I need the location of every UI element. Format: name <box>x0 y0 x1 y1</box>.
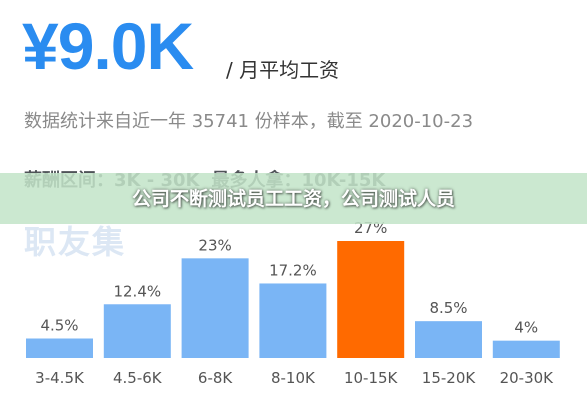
x-tick-label: 3-4.5K <box>35 369 85 387</box>
bar-value-label: 4.5% <box>40 317 78 335</box>
bar-value-label: 17.2% <box>269 261 317 279</box>
bar-8-10K <box>259 283 327 358</box>
x-tick-label: 4.5-6K <box>113 369 163 387</box>
sample-note: 数据统计来自近一年 35741 份样本，截至 2020-10-23 <box>24 111 474 132</box>
section-label: 职友集 <box>24 223 127 261</box>
bar-6-8K <box>181 258 249 358</box>
x-tick-label: 10-15K <box>344 369 399 387</box>
bar-value-label: 12.4% <box>113 282 161 300</box>
bar-20-30K <box>492 340 560 358</box>
bar-10-15K <box>337 241 405 358</box>
bar-value-label: 4% <box>514 319 538 337</box>
x-tick-label: 6-8K <box>198 369 233 387</box>
average-salary: ¥9.0K <box>22 9 194 83</box>
bar-value-label: 23% <box>198 236 231 254</box>
x-tick-label: 8-10K <box>271 369 316 387</box>
x-tick-label: 15-20K <box>422 369 477 387</box>
bar-4.5-6K <box>103 304 171 358</box>
bar-value-label: 8.5% <box>429 299 467 317</box>
overlay-banner-text: 公司不断测试员工工资，公司测试人员 <box>131 187 455 210</box>
bar-15-20K <box>415 321 482 358</box>
bar-3-4.5K <box>26 338 93 358</box>
average-salary-unit: / 月平均工资 <box>226 58 340 82</box>
overlay-banner: 公司不断测试员工工资，公司测试人员 <box>0 173 587 224</box>
x-tick-label: 20-30K <box>500 369 555 387</box>
